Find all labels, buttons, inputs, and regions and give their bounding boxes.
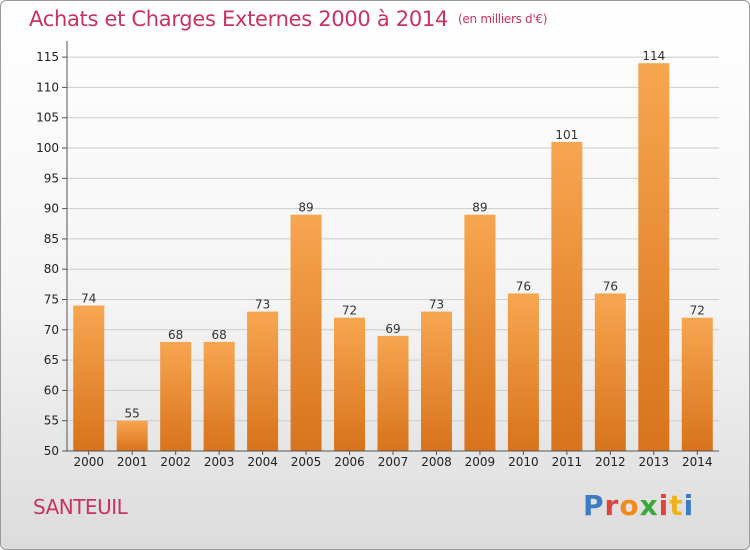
chart-title: Achats et Charges Externes 2000 à 2014 (e… <box>29 7 547 31</box>
y-tick-label: 55 <box>44 414 59 428</box>
x-tick-label-2006: 2006 <box>334 455 365 469</box>
unit-label: (en milliers d'€) <box>458 12 548 26</box>
data-label-2000: 74 <box>81 292 96 306</box>
data-label-2012: 76 <box>603 279 618 293</box>
bar-2000 <box>73 305 105 451</box>
logo-letter: i <box>683 489 695 522</box>
data-label-2013: 114 <box>642 49 665 63</box>
data-label-2001: 55 <box>125 407 140 421</box>
data-label-2008: 73 <box>429 298 444 312</box>
y-tick-label: 75 <box>44 293 59 307</box>
y-tick-label: 85 <box>44 232 59 246</box>
data-label-2002: 68 <box>168 328 183 342</box>
bar-2013 <box>638 63 670 451</box>
y-tick-label: 105 <box>36 111 59 125</box>
bar-2001 <box>116 420 148 451</box>
data-label-2006: 72 <box>342 304 357 318</box>
x-tick-label-2009: 2009 <box>465 455 496 469</box>
bar-2005 <box>290 214 322 451</box>
bar-2006 <box>334 317 366 451</box>
y-tick-label: 115 <box>36 50 59 64</box>
logo-letter: P <box>583 489 605 522</box>
x-tick-label-2005: 2005 <box>291 455 322 469</box>
bar-2003 <box>203 341 235 451</box>
title-text: Achats et Charges Externes 2000 à 2014 <box>29 7 449 31</box>
y-tick-label: 65 <box>44 353 59 367</box>
y-tick-label: 80 <box>44 262 59 276</box>
x-tick-label-2003: 2003 <box>204 455 235 469</box>
y-tick-label: 100 <box>36 141 59 155</box>
data-label-2005: 89 <box>298 201 313 215</box>
logo-letter: t <box>669 489 684 522</box>
data-label-2011: 101 <box>555 128 578 142</box>
bar-2012 <box>594 293 626 451</box>
x-tick-label-2013: 2013 <box>639 455 670 469</box>
data-label-2014: 72 <box>690 304 705 318</box>
x-tick-label-2007: 2007 <box>378 455 409 469</box>
x-tick-label-2012: 2012 <box>595 455 626 469</box>
bar-2007 <box>377 335 409 451</box>
y-tick-label: 50 <box>44 444 59 458</box>
city-name: SANTEUIL <box>33 495 128 519</box>
data-label-2010: 76 <box>516 279 531 293</box>
x-tick-label-2010: 2010 <box>508 455 539 469</box>
data-label-2007: 69 <box>385 322 400 336</box>
logo-letter: i <box>658 489 670 522</box>
logo-letter: r <box>604 489 620 522</box>
x-tick-label-2004: 2004 <box>247 455 278 469</box>
y-tick-label: 110 <box>36 80 59 94</box>
bar-2011 <box>551 141 583 451</box>
x-tick-label-2011: 2011 <box>552 455 583 469</box>
bar-2004 <box>247 311 279 451</box>
bar-2008 <box>420 311 452 451</box>
x-tick-label-2008: 2008 <box>421 455 452 469</box>
bar-2002 <box>160 341 192 451</box>
proxiti-logo: Proxiti <box>583 489 694 522</box>
x-tick-label-2014: 2014 <box>682 455 713 469</box>
x-tick-label-2000: 2000 <box>73 455 104 469</box>
logo-letter: x <box>639 489 659 522</box>
logo-letter: o <box>619 489 640 522</box>
y-tick-label: 95 <box>44 171 59 185</box>
x-tick-label-2002: 2002 <box>160 455 191 469</box>
data-label-2004: 73 <box>255 298 270 312</box>
data-label-2003: 68 <box>211 328 226 342</box>
y-tick-label: 60 <box>44 383 59 397</box>
bar-2014 <box>681 317 713 451</box>
y-tick-label: 70 <box>44 323 59 337</box>
bar-2010 <box>507 293 539 451</box>
x-tick-label-2001: 2001 <box>117 455 148 469</box>
y-tick-label: 90 <box>44 202 59 216</box>
data-label-2009: 89 <box>472 201 487 215</box>
bar-2009 <box>464 214 496 451</box>
